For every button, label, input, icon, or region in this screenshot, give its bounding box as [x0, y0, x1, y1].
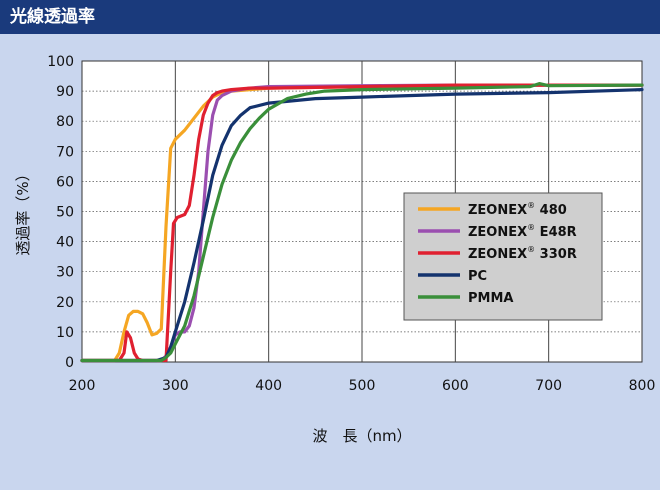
- y-tick-label: 80: [56, 114, 74, 130]
- y-tick-label: 100: [47, 54, 74, 70]
- y-axis-label: 透過率（%）: [14, 166, 32, 255]
- series-line: [80, 82, 644, 363]
- y-tick-label: 50: [56, 205, 74, 221]
- legend-entry: PC: [468, 269, 487, 284]
- x-axis-label: 波 長（nm）: [312, 427, 411, 445]
- x-tick-label: 800: [629, 378, 656, 394]
- y-tick-labels: 0 10 20 30 40 50 60 70 80 90 100: [47, 54, 74, 371]
- legend-box: [403, 192, 603, 321]
- transmittance-chart: 200 300 400 500 600 700 800 0 10 20 30 40 50 60 70 80 9…: [14, 54, 656, 445]
- y-tick-label: 30: [56, 265, 74, 281]
- legend: ZEONEX® 480 ZEONEX® E48R ZEONEX® 330R PC PMM…: [403, 192, 603, 321]
- x-tick-label: 200: [69, 378, 96, 394]
- y-tick-label: 60: [56, 174, 74, 190]
- series-lines: [80, 82, 644, 363]
- y-tick-label: 20: [56, 295, 74, 311]
- y-tick-label: 0: [65, 355, 74, 371]
- x-tick-label: 600: [442, 378, 469, 394]
- chart-panel: 200 300 400 500 600 700 800 0 10 20 30 40 50 60 70 80 9…: [0, 34, 660, 490]
- y-tick-label: 70: [56, 144, 74, 160]
- legend-entry: ZEONEX® 480: [468, 201, 567, 218]
- x-tick-label: 300: [162, 378, 189, 394]
- x-tick-label: 500: [349, 378, 376, 394]
- legend-entry: ZEONEX® E48R: [468, 223, 577, 240]
- x-tick-label: 400: [255, 378, 282, 394]
- legend-entry: ZEONEX® 330R: [468, 245, 577, 262]
- x-tick-label: 700: [535, 378, 562, 394]
- y-tick-label: 40: [56, 235, 74, 251]
- y-tick-label: 10: [56, 325, 74, 341]
- series-line: [80, 83, 644, 363]
- legend-entry: PMMA: [468, 291, 513, 306]
- y-tick-label: 90: [56, 84, 74, 100]
- series-line: [80, 88, 644, 363]
- section-header: 光線透過率: [0, 0, 660, 34]
- section-title: 光線透過率: [10, 7, 95, 27]
- x-tick-labels: 200 300 400 500 600 700 800: [69, 378, 656, 394]
